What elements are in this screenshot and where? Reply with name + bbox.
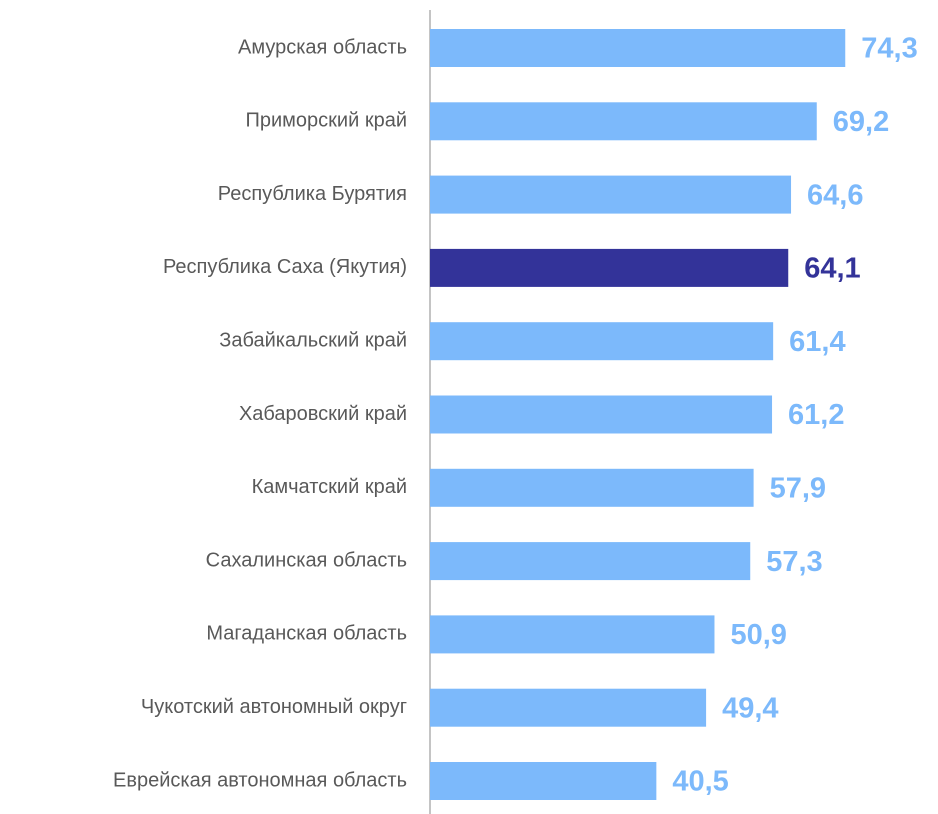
value-label: 50,9 <box>730 619 786 651</box>
value-label: 74,3 <box>861 33 917 65</box>
bar <box>430 175 792 214</box>
category-label: Республика Саха (Якутия) <box>163 256 407 278</box>
bar <box>430 468 754 507</box>
bar <box>430 29 846 67</box>
category-label: Магаданская область <box>206 623 407 645</box>
category-label: Сахалинская область <box>206 549 407 571</box>
bar <box>430 542 751 581</box>
value-label: 69,2 <box>833 106 889 138</box>
bar <box>430 322 774 361</box>
value-label: 64,6 <box>807 179 863 211</box>
category-label: Приморский край <box>246 110 407 132</box>
category-label: Еврейская автономная область <box>113 769 407 791</box>
category-label: Республика Бурятия <box>218 183 407 205</box>
value-label: 61,2 <box>788 399 844 431</box>
value-label: 57,9 <box>770 472 826 504</box>
bar <box>430 102 817 141</box>
value-label: 49,4 <box>722 692 778 724</box>
category-label: Хабаровский край <box>239 403 407 425</box>
category-label: Амурская область <box>238 36 407 58</box>
value-label: 40,5 <box>672 766 728 798</box>
value-label: 64,1 <box>804 253 860 285</box>
bar <box>430 762 657 800</box>
value-label: 61,4 <box>789 326 845 358</box>
bar <box>430 688 707 727</box>
value-label: 57,3 <box>766 546 822 578</box>
category-label: Чукотский автономный округ <box>141 696 407 718</box>
bar <box>430 248 789 287</box>
category-label: Камчатский край <box>252 476 407 498</box>
bar <box>430 395 773 434</box>
bar <box>430 615 715 654</box>
category-label: Забайкальский край <box>219 329 407 351</box>
